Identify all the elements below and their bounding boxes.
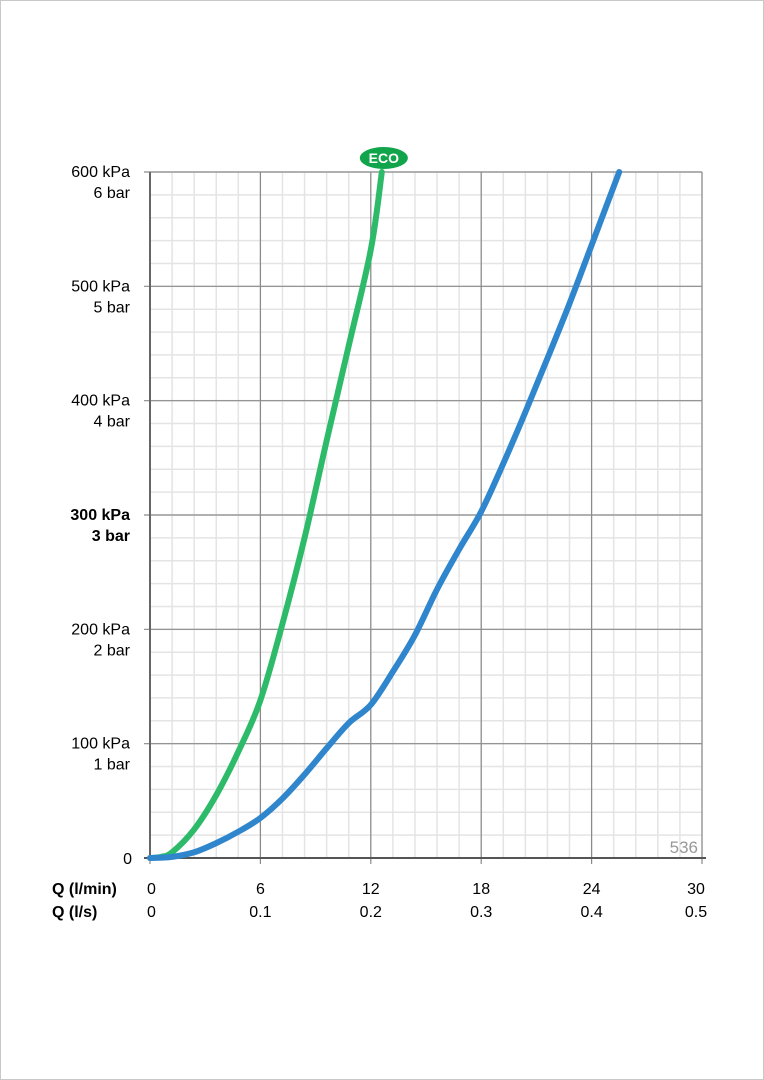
x-tick-label-lmin: 30 xyxy=(687,881,705,898)
y-tick-label-kpa: 200 kPa xyxy=(71,621,130,638)
x-axis-label-ls: Q (l/s) xyxy=(52,904,97,921)
y-tick-label-kpa: 100 kPa xyxy=(71,736,130,753)
series-group xyxy=(147,169,623,861)
chart-code-annotation: 536 xyxy=(670,838,698,857)
x-tick-label-lmin: 0 xyxy=(147,881,156,898)
eco-badge: ECO xyxy=(359,147,408,169)
x-tick-label-ls: 0.3 xyxy=(470,904,492,921)
x-axis-label-lmin: Q (l/min) xyxy=(52,881,117,898)
x-tick-label-lmin: 12 xyxy=(362,881,380,898)
x-tick-label-ls: 0.1 xyxy=(249,904,271,921)
y-tick-label-kpa: 0 xyxy=(123,851,132,868)
x-tick-label-lmin: 18 xyxy=(472,881,490,898)
y-tick-label-bar: 1 bar xyxy=(94,757,131,774)
y-tick-label-bar: 4 bar xyxy=(94,414,131,431)
eco-badge-shape xyxy=(359,147,408,169)
x-tick-label-lmin: 24 xyxy=(583,881,601,898)
x-tick-label-ls: 0.2 xyxy=(360,904,382,921)
y-tick-label-kpa: 300 kPa xyxy=(70,507,130,524)
y-tick-label-kpa: 500 kPa xyxy=(71,278,130,295)
y-tick-label-bar: 6 bar xyxy=(94,185,131,202)
x-tick-label-ls: 0 xyxy=(147,904,156,921)
y-tick-label-bar: 5 bar xyxy=(94,299,131,316)
y-tick-label-bar: 3 bar xyxy=(92,528,130,545)
x-tick-label-ls: 0.5 xyxy=(685,904,707,921)
eco-badge-text: ECO xyxy=(369,150,399,166)
y-tick-label-kpa: 400 kPa xyxy=(71,393,130,410)
y-tick-label-bar: 2 bar xyxy=(94,642,131,659)
eco-series-line xyxy=(147,169,385,861)
x-tick-label-lmin: 6 xyxy=(256,881,265,898)
x-tick-label-ls: 0.4 xyxy=(580,904,602,921)
axis-labels: 0 100 kPa 1 bar 200 kPa 2 bar 300 kPa 3 bar 400… xyxy=(52,164,707,921)
standard-series-line xyxy=(147,169,623,861)
major-grid xyxy=(144,171,706,864)
y-tick-label-kpa: 600 kPa xyxy=(71,164,130,181)
